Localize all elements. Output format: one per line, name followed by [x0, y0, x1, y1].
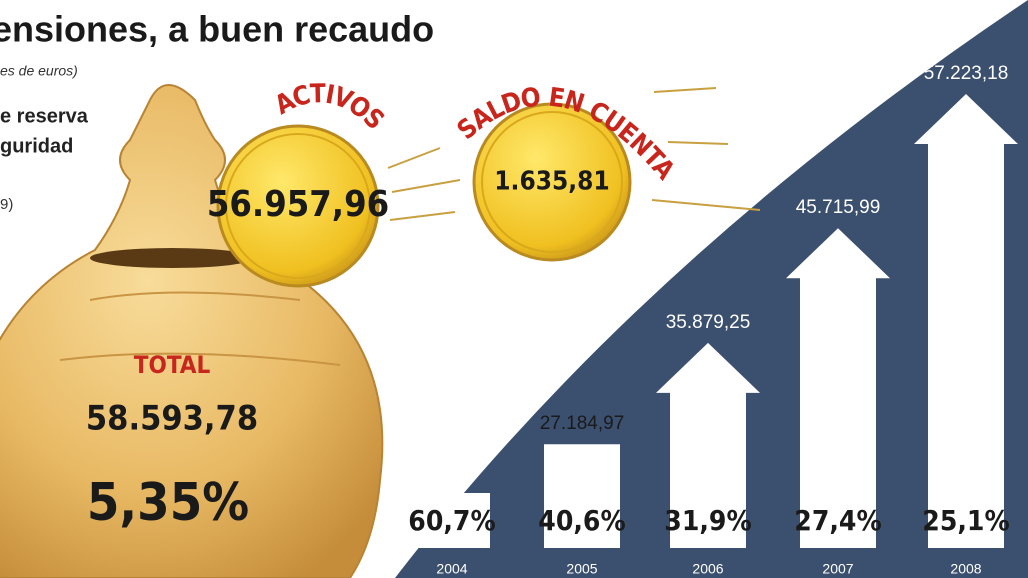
arrow-bar	[656, 342, 760, 548]
x-tick-label: 2008	[950, 561, 981, 577]
x-tick-label: 2004	[436, 561, 467, 577]
x-tick-label: 2007	[822, 561, 853, 577]
value-label: 27.184,97	[540, 413, 625, 434]
coin	[472, 102, 632, 262]
coin-value: 1.635,81	[494, 167, 609, 197]
arrow-bar	[914, 94, 1018, 548]
note: guridad	[0, 135, 73, 157]
subtitle: es de euros)	[0, 63, 78, 79]
growth-label: 25,1%	[922, 504, 1009, 537]
note: 9)	[0, 196, 13, 213]
value-label: 45.715,99	[796, 197, 881, 218]
title: ensiones, a buen recaudo	[0, 9, 434, 50]
note: e reserva	[0, 105, 89, 127]
x-tick-label: 2005	[566, 561, 597, 577]
value-label: 35.879,25	[666, 312, 751, 333]
growth-label: 31,9%	[664, 504, 751, 537]
growth-label: 27,4%	[794, 504, 881, 537]
coin-rim	[225, 133, 371, 279]
growth-label: 40,6%	[538, 504, 625, 537]
total-value: 58.593,78	[86, 399, 258, 439]
share-value: 5,35%	[87, 473, 249, 533]
x-tick-label: 2006	[692, 561, 723, 577]
growth-label: 60,7%	[408, 504, 495, 537]
piggy-bank	[0, 84, 384, 578]
coin	[216, 124, 380, 288]
arrow-bar	[786, 228, 890, 548]
coin-rim	[481, 111, 623, 253]
total-title: TOTAL	[134, 351, 211, 379]
arrow-bar	[544, 444, 620, 548]
coin-value: 56.957,96	[207, 184, 389, 225]
coin-rays	[387, 87, 761, 221]
value-label: 57.223,18	[924, 63, 1009, 84]
box	[414, 493, 490, 548]
